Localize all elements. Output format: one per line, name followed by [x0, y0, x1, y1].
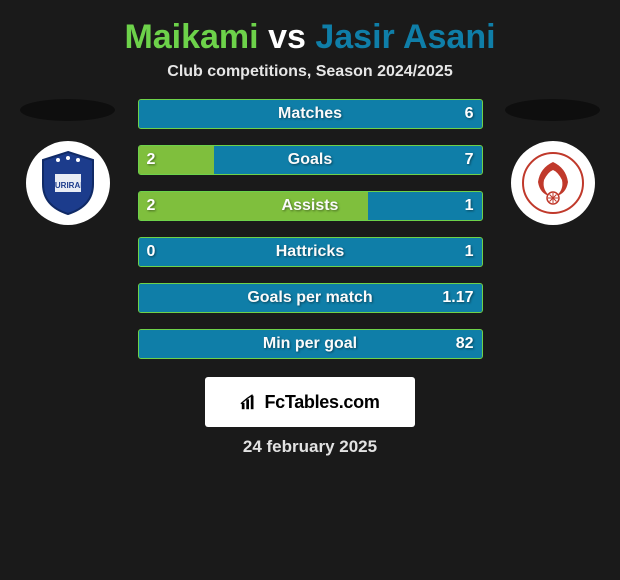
vs-text: vs [268, 18, 306, 56]
stat-value-right: 1.17 [438, 289, 482, 307]
player2-name: Jasir Asani [315, 18, 495, 56]
stat-value-right: 82 [438, 335, 482, 353]
team-crest-right [511, 141, 595, 225]
stat-label: Assists [183, 197, 438, 215]
stat-bar: Min per goal82 [138, 329, 483, 359]
shadow-ellipse [505, 99, 600, 121]
page-title: Maikami vs Jasir Asani [0, 18, 620, 57]
right-crest-column [503, 99, 603, 225]
stat-value-right: 6 [438, 105, 482, 123]
stat-bar: 2Goals7 [138, 145, 483, 175]
stat-label: Matches [183, 105, 438, 123]
stat-value-left: 2 [139, 151, 183, 169]
player1-name: Maikami [124, 18, 258, 56]
left-crest-column: BURIRAM [18, 99, 118, 225]
stat-value-left: 2 [139, 197, 183, 215]
stat-value-right: 1 [438, 197, 482, 215]
stat-label: Goals [183, 151, 438, 169]
brand-text: FcTables.com [264, 392, 379, 413]
subtitle: Club competitions, Season 2024/2025 [0, 63, 620, 81]
stats-panel: BURIRAM Matches62Goals72Assists10Hattric… [0, 99, 620, 359]
stat-bar: Goals per match1.17 [138, 283, 483, 313]
brand-badge[interactable]: FcTables.com [205, 377, 415, 427]
phoenix-icon [518, 148, 588, 218]
stat-label: Min per goal [183, 335, 438, 353]
team-crest-left: BURIRAM [26, 141, 110, 225]
svg-text:BURIRAM: BURIRAM [49, 181, 87, 190]
stat-value-left: 0 [139, 243, 183, 261]
stat-bars: Matches62Goals72Assists10Hattricks1Goals… [138, 99, 483, 359]
stat-value-right: 1 [438, 243, 482, 261]
date-text: 24 february 2025 [0, 437, 620, 457]
stat-bar: 2Assists1 [138, 191, 483, 221]
stat-bar: Matches6 [138, 99, 483, 129]
stat-value-right: 7 [438, 151, 482, 169]
stat-label: Hattricks [183, 243, 438, 261]
chart-icon [240, 393, 258, 411]
shadow-ellipse [20, 99, 115, 121]
shield-icon: BURIRAM [33, 148, 103, 218]
stat-bar: 0Hattricks1 [138, 237, 483, 267]
stat-label: Goals per match [183, 289, 438, 307]
